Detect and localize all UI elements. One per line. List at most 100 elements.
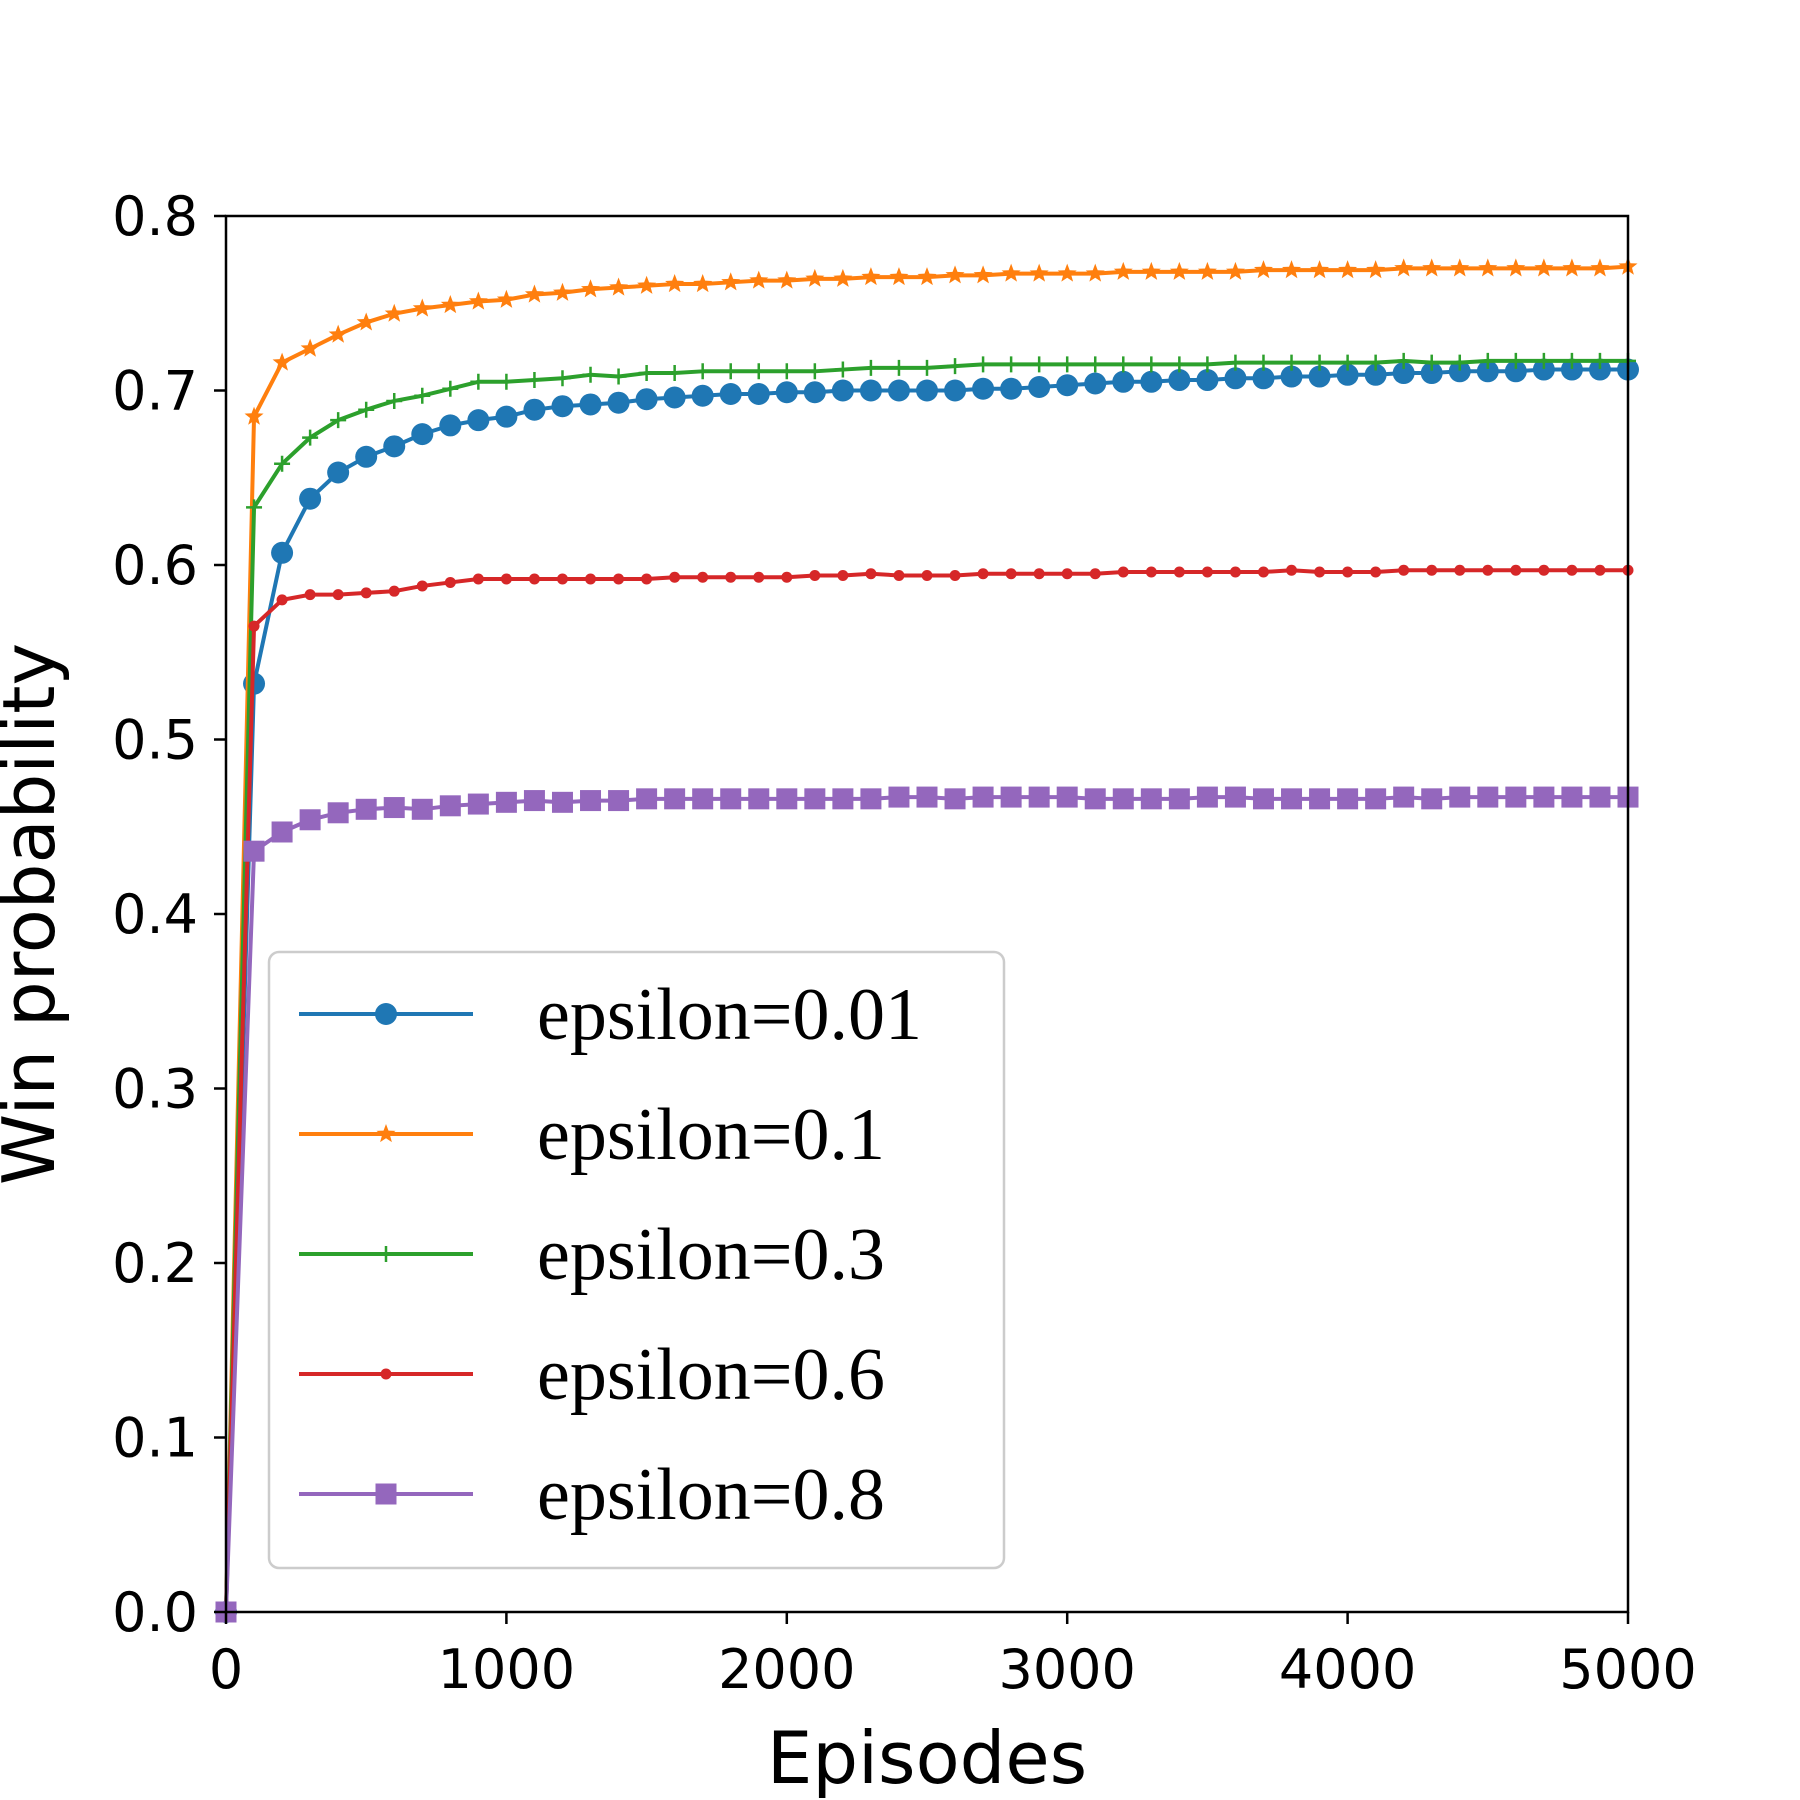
data-point: [781, 571, 793, 583]
data-point: [833, 268, 853, 287]
legend-label: epsilon=0.1: [537, 1094, 885, 1176]
data-point: [1280, 365, 1303, 388]
data-point: [244, 406, 264, 425]
data-point: [1534, 258, 1554, 277]
data-point: [248, 620, 260, 632]
data-point: [832, 788, 854, 810]
data-point: [1561, 786, 1583, 808]
data-point: [775, 381, 798, 404]
data-point: [860, 788, 882, 810]
data-point: [945, 265, 965, 284]
data-point: [1393, 786, 1415, 808]
data-point: [1588, 358, 1611, 381]
data-point: [636, 788, 658, 810]
x-tick-label: 3000: [998, 1638, 1135, 1701]
data-point: [274, 455, 291, 472]
data-point: [272, 352, 292, 371]
data-point: [809, 569, 821, 581]
data-point: [608, 790, 630, 812]
data-point: [358, 401, 375, 418]
data-point: [1479, 352, 1496, 369]
data-point: [1227, 354, 1244, 371]
data-point: [1336, 363, 1359, 386]
data-point: [556, 573, 568, 585]
data-point: [973, 265, 993, 284]
data-point: [1560, 358, 1583, 381]
legend-label: epsilon=0.01: [537, 974, 922, 1056]
data-point: [580, 790, 602, 812]
legend-item: epsilon=0.01: [299, 974, 922, 1056]
data-point: [1282, 260, 1302, 279]
data-point: [1423, 354, 1440, 371]
data-point: [1003, 356, 1020, 373]
x-tick-label: 5000: [1559, 1638, 1696, 1701]
data-point: [1589, 786, 1611, 808]
data-point: [1283, 354, 1300, 371]
legend-item: epsilon=0.3: [299, 1214, 885, 1296]
data-point: [1143, 356, 1160, 373]
data-point: [1566, 564, 1578, 576]
data-point: [1311, 354, 1328, 371]
data-point: [528, 573, 540, 585]
data-point: [1084, 788, 1106, 810]
data-point: [1314, 566, 1326, 578]
y-tick-label: 0.8: [112, 185, 198, 248]
data-point: [1089, 568, 1101, 580]
data-point: [495, 405, 518, 428]
data-point: [1365, 788, 1387, 810]
data-point: [921, 569, 933, 581]
data-point: [1168, 788, 1190, 810]
data-point: [1535, 352, 1552, 369]
x-tick-label: 0: [209, 1638, 243, 1701]
data-point: [1309, 788, 1331, 810]
data-point: [300, 338, 320, 357]
data-point: [1029, 263, 1049, 282]
data-point: [276, 594, 288, 606]
data-point: [1252, 367, 1275, 390]
data-point: [777, 270, 797, 289]
data-point: [1112, 370, 1135, 393]
data-point: [947, 358, 964, 375]
data-point: [302, 429, 319, 446]
data-point: [862, 359, 879, 376]
x-tick-label: 4000: [1279, 1638, 1416, 1701]
data-point: [725, 571, 737, 583]
data-point: [467, 793, 489, 815]
data-point: [1253, 260, 1273, 279]
data-point: [693, 274, 713, 293]
data-point: [579, 393, 602, 416]
data-point: [1538, 564, 1550, 576]
data-point: [1252, 788, 1274, 810]
legend-marker: [380, 1368, 392, 1380]
legend: epsilon=0.01 epsilon=0.1 epsilon=0.3 epsilo…: [267, 950, 1006, 1570]
data-point: [1168, 369, 1191, 392]
y-tick-label: 0.4: [112, 883, 198, 946]
data-point: [1056, 374, 1079, 397]
x-axis: 0 1000 2000 3000 4000 5000: [209, 1612, 1697, 1701]
data-point: [355, 798, 377, 820]
data-point: [1478, 258, 1498, 277]
data-point: [834, 361, 851, 378]
data-point: [1594, 564, 1606, 576]
data-point: [916, 379, 938, 402]
data-point: [582, 366, 599, 383]
data-point: [637, 275, 657, 294]
data-point: [1562, 258, 1582, 277]
data-point: [1033, 568, 1045, 580]
data-point: [806, 363, 823, 380]
data-point: [526, 372, 543, 389]
data-point: [1506, 258, 1526, 277]
y-axis-title: Win probability: [0, 643, 71, 1185]
data-point: [388, 585, 400, 597]
data-point: [1225, 261, 1245, 280]
data-point: [299, 487, 322, 510]
data-point: [332, 589, 344, 601]
data-point: [1224, 367, 1247, 390]
data-point: [916, 786, 938, 808]
legend-marker: [378, 1246, 394, 1262]
data-point: [1421, 788, 1443, 810]
data-point: [805, 268, 825, 287]
legend-frame: [267, 950, 1006, 1570]
y-tick-label: 0.7: [112, 360, 198, 423]
data-point: [1000, 786, 1022, 808]
